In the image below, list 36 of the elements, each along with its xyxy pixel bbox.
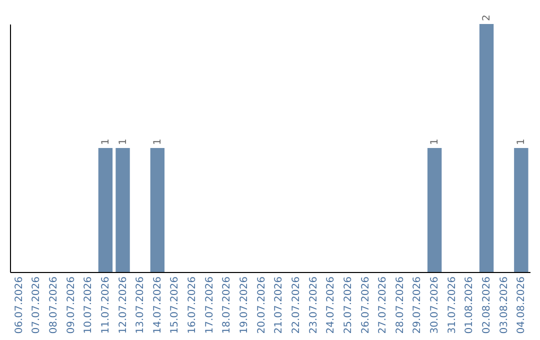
x-tick-label: 07.07.2026: [31, 276, 42, 334]
x-tick-label: 08.07.2026: [48, 276, 60, 334]
x-tick-label: 17.07.2026: [204, 276, 216, 334]
x-tick-label: 29.07.2026: [412, 276, 424, 334]
x-tick-label: 02.08.2026: [482, 276, 493, 334]
x-tick-label: 04.08.2026: [516, 276, 528, 334]
x-tick-label: 30.07.2026: [430, 276, 441, 334]
x-tick-label: 01.08.2026: [464, 276, 476, 334]
x-tick-label: 12.07.2026: [118, 276, 129, 334]
x-tick-label: 22.07.2026: [290, 276, 302, 334]
x-tick-label: 03.08.2026: [498, 276, 510, 334]
x-tick-label: 11.07.2026: [100, 276, 112, 334]
x-tick-label: 16.07.2026: [187, 276, 198, 334]
data-label: 1: [100, 138, 112, 145]
x-tick-label: 13.07.2026: [135, 276, 146, 334]
data-label: 2: [482, 14, 493, 21]
data-label: 1: [118, 138, 129, 145]
data-label: 1: [516, 138, 528, 145]
x-tick-label: 20.07.2026: [256, 276, 268, 334]
x-tick-label: 14.07.2026: [152, 276, 164, 334]
x-tick-label: 25.07.2026: [342, 276, 354, 334]
data-label: 1: [152, 138, 164, 145]
x-tick-label: 26.07.2026: [360, 276, 372, 334]
x-tick-label: 09.07.2026: [66, 276, 77, 334]
x-tick-label: 24.07.2026: [326, 276, 337, 334]
x-tick-label: 28.07.2026: [394, 276, 406, 334]
x-tick-label: 06.07.2026: [14, 276, 25, 334]
x-tick-label: 31.07.2026: [446, 276, 458, 334]
data-label: 1: [430, 138, 441, 145]
x-tick-label: 15.07.2026: [170, 276, 181, 334]
x-tick-label: 27.07.2026: [378, 276, 389, 334]
x-tick-label: 10.07.2026: [83, 276, 94, 334]
x-tick-label: 23.07.2026: [308, 276, 320, 334]
x-tick-label: 21.07.2026: [274, 276, 285, 334]
x-tick-label: 18.07.2026: [222, 276, 233, 334]
x-tick-label: 19.07.2026: [239, 276, 250, 334]
